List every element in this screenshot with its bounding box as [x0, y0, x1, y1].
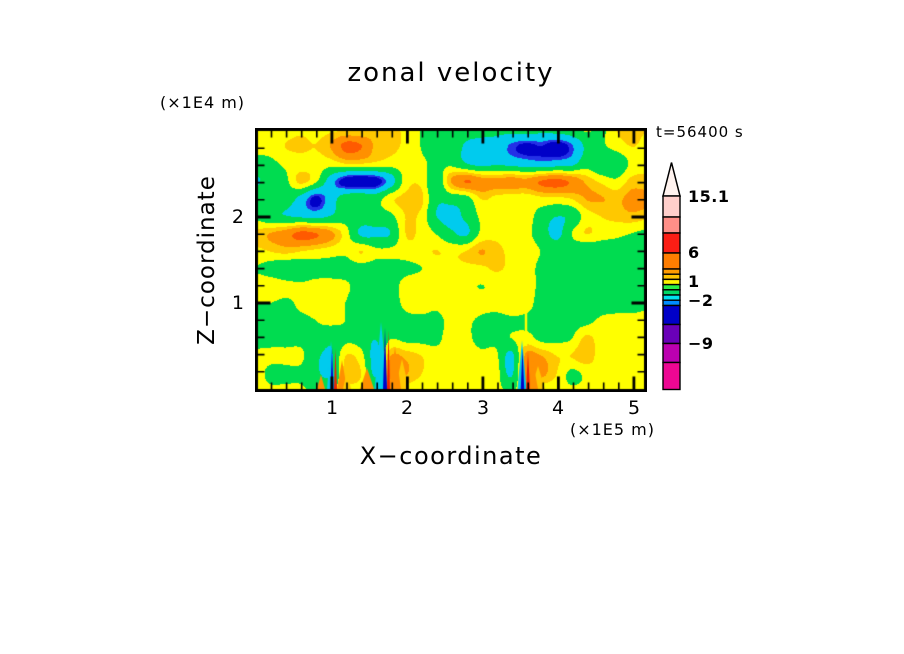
contour-canvas: [255, 128, 647, 392]
colorbar-segment: [662, 195, 681, 218]
x-axis-title: X−coordinate: [359, 442, 543, 470]
x-tick-label: 3: [476, 397, 490, 419]
colorbar-label: 1: [688, 272, 700, 291]
colorbar-label: 6: [688, 243, 700, 262]
x-tick-label: 2: [400, 397, 414, 419]
colorbar: [662, 162, 681, 391]
colorbar-segment: [662, 342, 681, 364]
colorbar-label: 15.1: [688, 187, 730, 206]
colorbar-segment: [662, 216, 681, 234]
colorbar-segment: [662, 361, 681, 391]
z-tick-label: 2: [231, 206, 244, 228]
x-axis-unit-label: (×1E5 m): [569, 420, 655, 439]
colorbar-segment: [662, 289, 681, 296]
x-tick-label: 5: [627, 397, 641, 419]
colorbar-segment: [662, 268, 681, 275]
x-tick-label: 1: [325, 397, 339, 419]
colorbar-overflow-arrow: [662, 162, 681, 197]
z-tick-label: 1: [231, 292, 244, 314]
colorbar-segment: [662, 278, 681, 286]
colorbar-segment: [662, 294, 681, 301]
z-axis-title: Z−coordinate: [194, 175, 220, 345]
colorbar-segment: [662, 273, 681, 281]
time-stamp-label: t=56400 s: [656, 123, 744, 141]
page-title: zonal velocity: [347, 58, 555, 88]
colorbar-label: −2: [688, 291, 714, 310]
colorbar-segment: [662, 252, 681, 270]
colorbar-segment: [662, 283, 681, 291]
x-tick-label: 4: [551, 397, 565, 419]
colorbar-segment: [662, 323, 681, 345]
colorbar-segment: [662, 299, 681, 307]
colorbar-label: −9: [688, 334, 714, 353]
z-axis-unit-label: (×1E4 m): [160, 93, 246, 112]
colorbar-segment: [662, 304, 681, 326]
colorbar-segment: [662, 232, 681, 254]
